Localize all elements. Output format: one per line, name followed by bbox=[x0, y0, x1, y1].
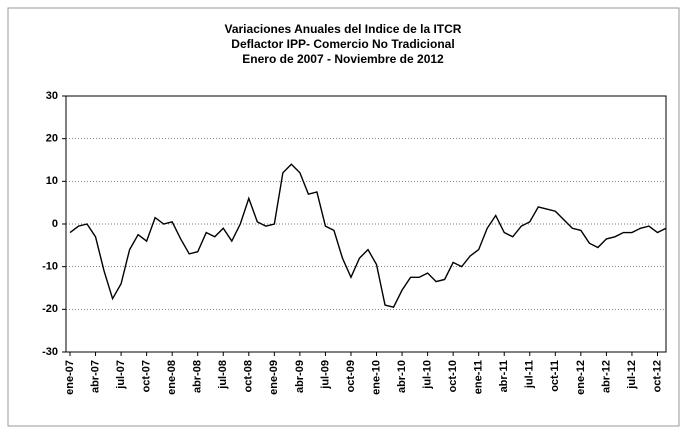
x-tick-label: abr-07 bbox=[89, 360, 101, 393]
y-tick-label: -30 bbox=[42, 346, 58, 358]
y-tick-label: -10 bbox=[42, 261, 58, 273]
x-tick-label: jul-09 bbox=[319, 360, 331, 390]
x-tick-label: ene-07 bbox=[64, 360, 76, 395]
x-tick-label: ene-11 bbox=[473, 360, 485, 394]
x-tick-label: abr-08 bbox=[192, 360, 204, 393]
y-tick-label: 10 bbox=[46, 175, 58, 187]
x-tick-label: ene-08 bbox=[166, 360, 178, 395]
x-tick-label: oct-09 bbox=[345, 360, 357, 392]
x-tick-label: ene-12 bbox=[575, 360, 587, 395]
x-tick-label: abr-10 bbox=[396, 360, 408, 393]
chart-frame bbox=[7, 7, 680, 427]
x-tick-label: abr-09 bbox=[294, 360, 306, 393]
x-tick-label: jul-11 bbox=[524, 360, 536, 389]
x-tick-label: jul-10 bbox=[422, 360, 434, 390]
x-tick-label: oct-08 bbox=[243, 360, 255, 392]
chart-subtitle: Enero de 2007 - Noviembre de 2012 bbox=[242, 52, 444, 66]
x-tick-label: jul-12 bbox=[626, 360, 638, 390]
y-tick-label: 20 bbox=[46, 133, 58, 145]
data-line bbox=[69, 163, 667, 309]
x-tick-label: abr-11 bbox=[498, 360, 510, 392]
chart-title: Variaciones Anuales del Indice de la ITC… bbox=[225, 22, 462, 36]
plot-area bbox=[65, 95, 667, 353]
x-tick-label: abr-12 bbox=[600, 360, 612, 393]
y-tick-label: 30 bbox=[46, 90, 58, 102]
chart-subtitle: Deflactor IPP- Comercio No Tradicional bbox=[231, 37, 454, 51]
x-tick-label: ene-09 bbox=[268, 360, 280, 395]
x-tick-label: jul-07 bbox=[115, 360, 127, 390]
x-tick-label: oct-11 bbox=[549, 360, 561, 392]
x-tick-label: oct-12 bbox=[651, 360, 663, 392]
x-tick-label: oct-07 bbox=[141, 360, 153, 392]
y-tick-label: -20 bbox=[42, 303, 58, 315]
x-tick-label: jul-08 bbox=[217, 360, 229, 390]
x-tick-label: oct-10 bbox=[447, 360, 459, 392]
y-tick-label: 0 bbox=[52, 218, 58, 230]
x-tick-label: ene-10 bbox=[370, 360, 382, 395]
